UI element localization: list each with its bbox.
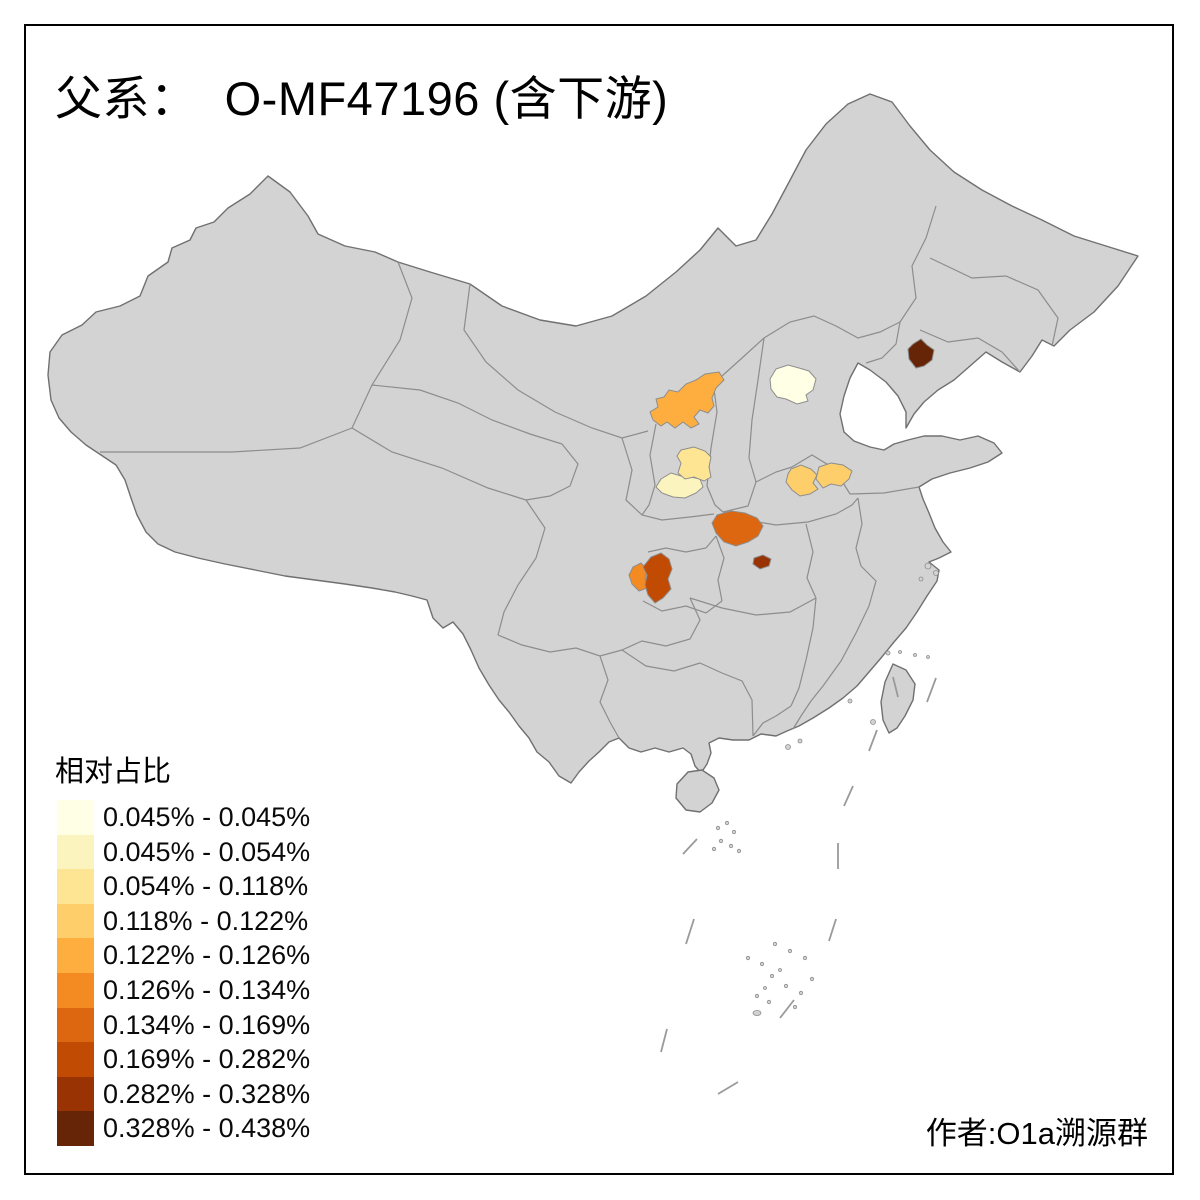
map-region-south-shaanxi xyxy=(711,510,764,547)
legend-swatch xyxy=(57,1007,94,1043)
colored-regions xyxy=(628,338,935,604)
legend-row: 0.045% - 0.054% xyxy=(57,834,311,870)
legend-row: 0.122% - 0.126% xyxy=(57,938,310,973)
sea-dash-lines xyxy=(660,676,937,1095)
legend-row: 0.328% - 0.438% xyxy=(57,1111,310,1146)
map-region-central-shaanxi-north xyxy=(676,446,712,482)
map-region-henan-west xyxy=(785,464,819,497)
legend-label: 0.282% - 0.328% xyxy=(103,1078,311,1109)
legend: 相对占比 0.045% - 0.045% 0.045% - 0.054% 0.054… xyxy=(55,748,310,1146)
legend-row: 0.169% - 0.282% xyxy=(57,1042,310,1077)
legend-label: 0.126% - 0.134% xyxy=(103,974,311,1005)
legend-label: 0.045% - 0.045% xyxy=(103,802,311,832)
small-islands xyxy=(711,562,939,1016)
legend-label: 0.118% - 0.122% xyxy=(103,905,309,936)
legend-row: 0.045% - 0.045% xyxy=(57,800,310,835)
legend-swatch xyxy=(57,800,94,835)
legend-swatch xyxy=(57,903,94,939)
legend-label: 0.122% - 0.126% xyxy=(103,940,311,971)
legend-label: 0.045% - 0.054% xyxy=(103,836,311,867)
legend-row: 0.054% - 0.118% xyxy=(57,869,310,904)
legend-label: 0.169% - 0.282% xyxy=(103,1044,311,1075)
map-region-central-liaoning xyxy=(907,338,935,369)
page-title: 父系： O-MF47196 (含下游) xyxy=(55,72,669,125)
legend-swatch xyxy=(57,1111,94,1146)
legend-label: 0.328% - 0.438% xyxy=(103,1113,311,1144)
island-taiwan xyxy=(880,663,916,734)
map-region-central-shaanxi-south xyxy=(655,472,704,499)
map-region-henan-east xyxy=(815,462,853,489)
map-region-beijing-area xyxy=(769,364,817,405)
map-region-west-hubei xyxy=(752,554,772,570)
map-region-chongqing-main xyxy=(642,552,673,604)
island-hainan xyxy=(675,769,720,813)
legend-row: 0.126% - 0.134% xyxy=(57,972,311,1008)
legend-swatch xyxy=(57,938,94,973)
legend-row: 0.118% - 0.122% xyxy=(57,903,310,939)
legend-swatch xyxy=(57,1042,94,1077)
legend-swatch xyxy=(57,869,94,904)
legend-label: 0.134% - 0.169% xyxy=(103,1009,311,1040)
attribution-text: 作者:O1a溯源群 xyxy=(925,1116,1148,1151)
legend-row: 0.134% - 0.169% xyxy=(57,1007,311,1043)
legend-rows: 0.045% - 0.045% 0.045% - 0.054% 0.054% - 0… xyxy=(57,800,310,1146)
china-mainland-shape xyxy=(47,93,1139,784)
legend-row: 0.282% - 0.328% xyxy=(57,1076,311,1112)
legend-swatch xyxy=(57,972,94,1008)
legend-label: 0.054% - 0.118% xyxy=(103,871,309,902)
legend-title: 相对占比 xyxy=(55,756,172,788)
province-borders xyxy=(100,205,1059,739)
legend-swatch xyxy=(57,834,94,870)
legend-swatch xyxy=(57,1076,94,1112)
map-region-ningxia-north-shaanxi xyxy=(649,371,725,429)
